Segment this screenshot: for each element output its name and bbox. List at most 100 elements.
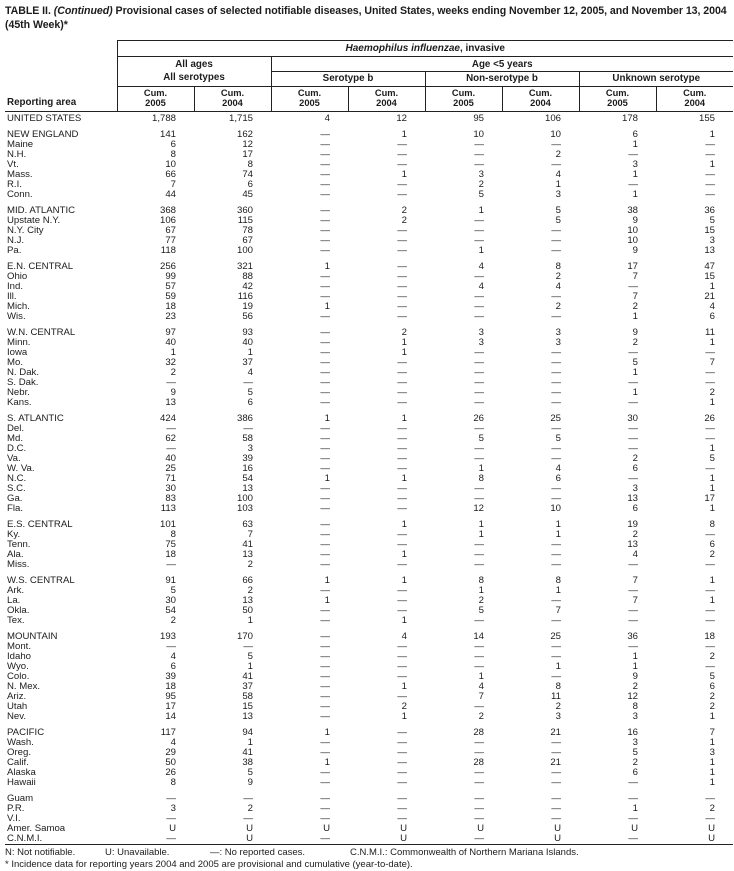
value-cell: — bbox=[166, 442, 176, 454]
reporting-area-cell: Mass. bbox=[7, 168, 33, 180]
value-cell: — bbox=[320, 168, 330, 180]
value-cell: — bbox=[320, 792, 330, 804]
value-cell: 71 bbox=[165, 472, 176, 484]
value-cell: — bbox=[397, 158, 407, 170]
value-cell: 2 bbox=[632, 452, 638, 464]
value-cell: — bbox=[320, 386, 330, 398]
value-cell: 4 bbox=[555, 168, 561, 180]
value-cell: 3 bbox=[555, 336, 561, 348]
value-cell: — bbox=[474, 234, 484, 246]
reporting-area-cell: Ohio bbox=[7, 270, 28, 282]
cum-header-row: Cum. 2005 Cum. 2004 Cum. 2005 Cum. 2004 Cum. 2005… bbox=[5, 86, 733, 112]
table-row: Va. 40 39 — — — — 2 5 bbox=[5, 452, 733, 464]
value-cell: 2 bbox=[632, 300, 638, 312]
value-cell: 113 bbox=[160, 502, 176, 514]
value-cell: — bbox=[397, 594, 407, 606]
value-cell: 1 bbox=[247, 346, 253, 358]
value-cell: 2 bbox=[555, 148, 561, 160]
reporting-area-cell: Okla. bbox=[7, 604, 30, 616]
disease-suffix: , invasive bbox=[459, 42, 505, 54]
value-cell: 3 bbox=[478, 168, 484, 180]
reporting-area-cell: Nebr. bbox=[7, 386, 30, 398]
value-cell: 56 bbox=[242, 310, 253, 322]
value-cell: — bbox=[397, 178, 407, 190]
table-row: Minn. 40 40 — 1 3 3 2 1 bbox=[5, 336, 733, 348]
value-cell: U bbox=[708, 822, 715, 834]
value-cell: — bbox=[397, 482, 407, 494]
value-cell: 2 bbox=[401, 204, 407, 216]
value-cell: 50 bbox=[242, 604, 253, 616]
value-cell: 1 bbox=[709, 766, 715, 778]
value-cell: 6 bbox=[247, 178, 253, 190]
value-cell: 4 bbox=[478, 280, 484, 292]
value-cell: 6 bbox=[709, 310, 715, 322]
legend-cnmi: C.N.M.I.: Commonwealth of Northern Maria… bbox=[350, 846, 579, 858]
value-cell: 15 bbox=[704, 224, 715, 236]
value-cell: 115 bbox=[237, 214, 253, 226]
value-cell: 1 bbox=[324, 594, 330, 606]
value-cell: 1 bbox=[555, 660, 561, 672]
value-cell: — bbox=[705, 376, 715, 388]
value-cell: — bbox=[551, 158, 561, 170]
value-cell: 97 bbox=[165, 326, 176, 338]
table-row: N. Mex. 18 37—1 4 8 2 6 bbox=[5, 680, 733, 692]
value-cell: 8 bbox=[555, 680, 561, 692]
value-cell: 7 bbox=[632, 290, 638, 302]
value-cell: — bbox=[551, 640, 561, 652]
value-cell: 1 bbox=[401, 472, 407, 484]
value-cell: 13 bbox=[627, 538, 638, 550]
reporting-area-cell: N.J. bbox=[7, 234, 25, 246]
value-cell: 3 bbox=[632, 710, 638, 722]
value-cell: 18 bbox=[704, 630, 715, 642]
value-cell: 4 bbox=[247, 366, 253, 378]
value-cell: 1 bbox=[401, 680, 407, 692]
reporting-area-cell: Del. bbox=[7, 422, 25, 434]
value-cell: 7 bbox=[709, 356, 715, 368]
value-cell: — bbox=[320, 346, 330, 358]
value-cell: — bbox=[320, 776, 330, 788]
table-row: Iowa 1 1 — 1 — — — — bbox=[5, 346, 733, 358]
value-cell: — bbox=[320, 422, 330, 434]
value-cell: — bbox=[705, 812, 715, 824]
value-cell: — bbox=[628, 558, 638, 570]
value-cell: 11 bbox=[551, 690, 561, 702]
value-cell: 1 bbox=[324, 260, 330, 272]
value-cell: 1 bbox=[478, 670, 484, 682]
value-cell: — bbox=[705, 346, 715, 358]
reporting-area-cell: Maine bbox=[7, 138, 34, 150]
value-cell: 5 bbox=[555, 432, 561, 444]
table-row: S. Dak. — — — — — — — — bbox=[5, 376, 733, 388]
value-cell: 16 bbox=[627, 726, 638, 738]
table-row: Okla. 54 50 — — 5 7 — — bbox=[5, 604, 733, 616]
value-cell: 1,715 bbox=[228, 112, 253, 124]
value-cell: 6 bbox=[632, 502, 638, 514]
value-cell: — bbox=[397, 422, 407, 434]
value-cell: U bbox=[631, 822, 638, 834]
value-cell: 19 bbox=[627, 518, 638, 530]
value-cell: — bbox=[628, 584, 638, 596]
value-cell: 178 bbox=[621, 112, 638, 124]
value-cell: 1 bbox=[401, 548, 407, 560]
value-cell: 4 bbox=[709, 300, 715, 312]
title-continued: (Continued) bbox=[53, 5, 113, 17]
value-cell: 38 bbox=[627, 204, 638, 216]
incidence-note: * Incidence data for reporting years 200… bbox=[5, 859, 413, 871]
value-cell: — bbox=[551, 736, 561, 748]
value-cell: — bbox=[320, 680, 330, 692]
column-header-cum: Cum. 2005 bbox=[578, 86, 656, 112]
table-row: Guam — — — — — — — — bbox=[5, 788, 733, 804]
value-cell: 1 bbox=[324, 756, 330, 768]
value-cell: 67 bbox=[165, 224, 176, 236]
value-cell: 47 bbox=[704, 260, 715, 272]
value-cell: — bbox=[474, 766, 484, 778]
value-cell: — bbox=[166, 812, 176, 824]
value-cell: 106 bbox=[159, 214, 176, 226]
value-cell: — bbox=[320, 234, 330, 246]
value-cell: 4 bbox=[324, 112, 330, 124]
value-cell: 2 bbox=[632, 680, 638, 692]
value-cell: — bbox=[320, 640, 330, 652]
table-row: N.Y. City 67 78 — — — — 10 15 bbox=[5, 224, 733, 236]
table-row: Hawaii 8 9 — — — — — 1 bbox=[5, 776, 733, 788]
value-cell: — bbox=[320, 548, 330, 560]
value-cell: 40 bbox=[242, 336, 253, 348]
